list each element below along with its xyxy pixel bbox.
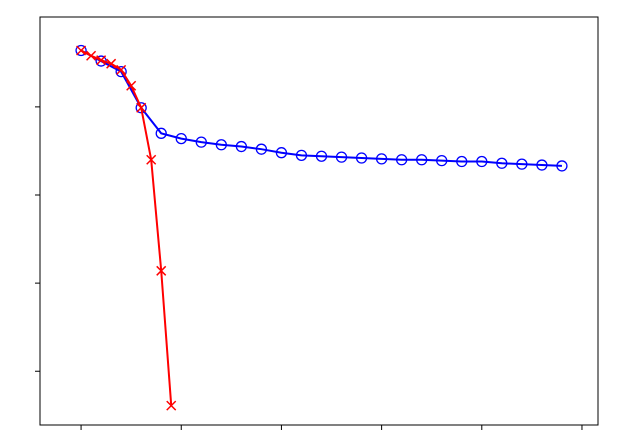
- marker: [255, 143, 268, 155]
- marker: [275, 147, 288, 159]
- marker: [235, 140, 248, 153]
- marker: [136, 102, 147, 113]
- marker: [315, 150, 328, 162]
- marker: [155, 127, 167, 139]
- marker: [536, 159, 548, 171]
- marker: [195, 136, 207, 148]
- marker: [476, 155, 488, 168]
- marker: [76, 45, 87, 56]
- marker: [156, 265, 167, 276]
- marker: [115, 65, 127, 78]
- marker: [295, 149, 308, 161]
- marker: [395, 154, 408, 166]
- marker: [335, 151, 348, 163]
- marker: [215, 139, 227, 151]
- marker: [126, 80, 137, 91]
- plot-area: [40, 17, 598, 425]
- axes-frame: [39, 16, 599, 426]
- marker: [166, 400, 177, 411]
- marker: [146, 154, 157, 165]
- marker: [416, 154, 428, 166]
- marker: [175, 132, 187, 145]
- marker: [75, 44, 87, 57]
- marker: [456, 155, 468, 168]
- marker: [96, 55, 107, 66]
- marker: [106, 58, 117, 69]
- marker: [375, 153, 388, 165]
- marker: [355, 152, 368, 164]
- series-line: [80, 49, 562, 167]
- marker: [516, 158, 528, 170]
- marker: [86, 50, 97, 61]
- marker: [496, 157, 508, 169]
- marker: [436, 154, 448, 167]
- marker: [556, 160, 568, 172]
- series-line: [80, 49, 173, 406]
- marker: [116, 64, 127, 75]
